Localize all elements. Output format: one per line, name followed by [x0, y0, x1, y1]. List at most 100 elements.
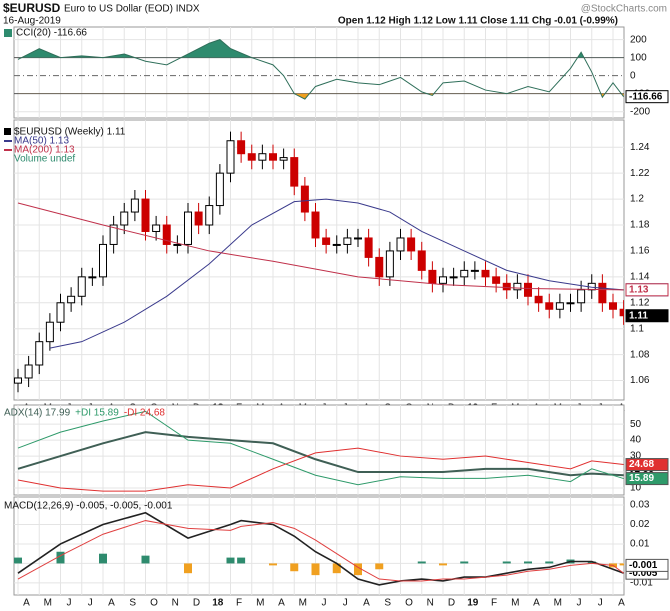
value-tag-label: 24.68 — [629, 459, 654, 470]
histogram-bar — [524, 561, 532, 564]
candle-body — [428, 269, 437, 284]
candle-body — [577, 289, 586, 304]
x-tick-label: J — [67, 598, 72, 609]
legend: +DI 15.89 — [75, 408, 119, 419]
x-tick-label: A — [108, 598, 115, 609]
histogram-bar — [269, 563, 277, 566]
candle-body — [162, 224, 171, 245]
histogram-bar — [502, 561, 511, 564]
candle-body — [130, 198, 139, 213]
candle-body — [45, 321, 54, 343]
histogram-bar — [375, 563, 384, 570]
candle-body — [364, 237, 373, 258]
panel-frame — [13, 119, 625, 401]
y-tick-label: 10 — [630, 483, 642, 494]
candle-body — [449, 276, 458, 279]
candle-body — [555, 302, 564, 310]
candle-body — [619, 308, 624, 317]
histogram-bar — [417, 561, 426, 564]
x-tick-label: J — [598, 598, 603, 609]
candle-body — [322, 237, 331, 245]
candle-body — [545, 302, 554, 310]
candle-body — [120, 211, 129, 226]
value-tag — [625, 309, 669, 323]
adx-line — [17, 410, 624, 486]
candle-body — [407, 237, 416, 252]
candle-body — [88, 276, 97, 279]
legend: CCI(20) -116.66 — [16, 28, 87, 39]
panel-frame — [13, 496, 625, 596]
candle-body — [343, 237, 352, 245]
quote: Open 1.12 High 1.12 Low 1.11 Close 1.11 … — [338, 16, 618, 27]
candle-body — [417, 250, 426, 271]
legend: MA(50) 1.13 — [14, 136, 69, 147]
candle-body — [152, 224, 161, 232]
ma-line — [17, 202, 624, 291]
candle-body — [311, 211, 320, 239]
macd-line — [17, 511, 624, 586]
candle-body — [67, 295, 76, 304]
candle-body — [258, 153, 267, 161]
histogram-bar — [332, 563, 341, 574]
candle-body — [375, 256, 384, 278]
candle-body — [77, 276, 86, 297]
candle-body — [502, 282, 511, 291]
plot — [17, 39, 624, 100]
candle-body — [332, 243, 341, 246]
y-tick-label: 200 — [630, 34, 647, 45]
candle-body — [109, 224, 118, 245]
value-tag — [625, 472, 669, 486]
legend: MA(200) 1.13 — [14, 145, 75, 156]
histogram-bar — [56, 551, 65, 564]
panel-frame — [13, 404, 625, 496]
candle-body — [141, 198, 150, 232]
y-tick-label: 1.16 — [630, 246, 650, 257]
histogram-bar — [460, 561, 469, 564]
panel-frame — [13, 26, 625, 119]
candle-body — [56, 302, 65, 323]
candle-body — [269, 153, 277, 161]
candle-body — [290, 157, 299, 187]
histogram-bar — [619, 563, 624, 566]
candle-body — [24, 364, 33, 379]
legend: Volume undef — [14, 154, 75, 165]
y-tick-label: 0.03 — [630, 500, 650, 511]
y-tick-label: 1.2 — [630, 194, 644, 205]
x-tick-label: A — [278, 598, 285, 609]
x-tick-label: A — [23, 598, 30, 609]
x-tick-label: N — [172, 598, 179, 609]
y-tick-label: 1.14 — [630, 271, 650, 282]
x-tick-label: F — [491, 598, 497, 609]
legend: $EURUSD (Weekly) 1.11 — [14, 127, 126, 138]
histogram-bar — [439, 563, 447, 566]
x-tick-label: S — [129, 598, 136, 609]
y-tick-label: -0.01 — [630, 578, 653, 589]
histogram-bar — [587, 561, 596, 564]
value-tag-label: 1.13 — [629, 284, 649, 295]
y-tick-label: 30 — [630, 451, 642, 462]
legend: MACD(12,26,9) -0.005, -0.005, -0.001 — [4, 501, 173, 512]
histogram-bar — [545, 561, 554, 564]
cci-line — [17, 39, 624, 100]
candle-body — [524, 282, 532, 297]
ma-line — [49, 198, 624, 349]
candle-body — [609, 302, 617, 310]
y-tick-label: 1.18 — [630, 220, 650, 231]
value-tag-label: -116.66 — [629, 91, 663, 102]
histogram-bar — [99, 553, 107, 564]
x-tick-label: M — [511, 598, 519, 609]
y-tick-label: 50 — [630, 419, 642, 430]
y-tick-label: 1.1 — [630, 323, 644, 334]
candle-body — [184, 211, 192, 245]
candle-body — [385, 250, 394, 278]
candle-body — [194, 211, 203, 226]
x-tick-label: A — [363, 598, 370, 609]
candle-body — [481, 269, 490, 278]
adx-line — [17, 431, 624, 477]
x-tick-label: M — [44, 598, 52, 609]
candle-body — [237, 140, 246, 155]
x-tick-label: M — [299, 598, 307, 609]
x-tick-label: A — [618, 598, 625, 609]
value-tag-label: -0.005 — [629, 568, 658, 579]
